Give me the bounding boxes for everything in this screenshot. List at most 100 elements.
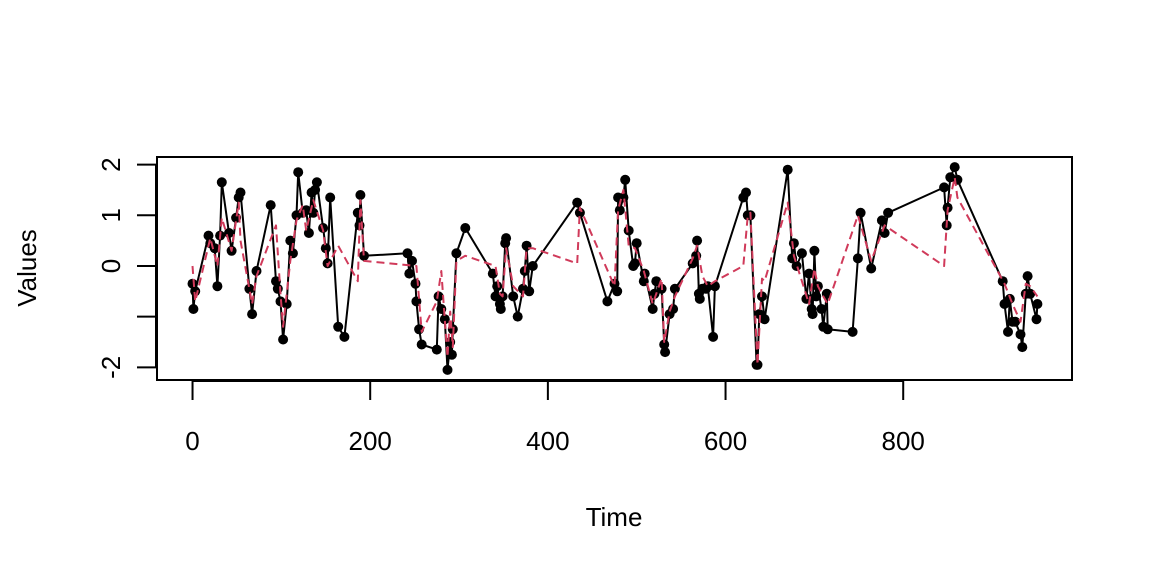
series-1-point bbox=[807, 309, 818, 320]
series-1-point bbox=[855, 207, 866, 218]
series-1-point bbox=[647, 304, 658, 314]
y-tick-label: 1 bbox=[96, 208, 126, 222]
series-1-point bbox=[660, 347, 671, 358]
series-1-point bbox=[310, 184, 321, 195]
y-axis-label: Values bbox=[12, 229, 42, 307]
series-1-point bbox=[649, 288, 660, 299]
series-2 bbox=[191, 176, 1039, 366]
series-1-point bbox=[442, 364, 453, 375]
series-1-point bbox=[629, 258, 640, 269]
series-1-point bbox=[669, 283, 680, 294]
series-1-point bbox=[759, 314, 770, 325]
series-1-point bbox=[788, 238, 799, 249]
series-1-point bbox=[687, 258, 698, 269]
series-1-point bbox=[355, 190, 366, 200]
series-1-point bbox=[446, 349, 457, 360]
series-1-point bbox=[501, 233, 512, 244]
x-tick-label: 800 bbox=[882, 426, 925, 456]
y-tick-label: -2 bbox=[96, 356, 126, 379]
series-1-point bbox=[1017, 342, 1028, 353]
series-1-point bbox=[303, 228, 314, 238]
x-axis-label: Time bbox=[586, 502, 643, 532]
series-1-point bbox=[1025, 288, 1036, 299]
series-1-point bbox=[410, 278, 421, 289]
series-1-point bbox=[512, 311, 523, 322]
series-1 bbox=[187, 162, 1043, 375]
series-1-point bbox=[1015, 329, 1026, 340]
series-1-point bbox=[939, 182, 950, 193]
series-1-point bbox=[852, 253, 863, 264]
series-1-point bbox=[293, 167, 304, 178]
series-1-point bbox=[359, 250, 369, 261]
series-1-point bbox=[212, 281, 223, 292]
x-tick-label: 200 bbox=[349, 426, 392, 456]
series-1-point bbox=[433, 291, 444, 302]
series-1-point bbox=[659, 339, 670, 350]
series-1-point bbox=[1031, 314, 1042, 325]
series-1-point bbox=[949, 162, 960, 173]
series-1-point bbox=[612, 286, 623, 297]
series-1-point bbox=[1032, 299, 1043, 309]
series-1-point bbox=[402, 248, 413, 259]
series-1-point bbox=[876, 215, 887, 226]
series-1-point bbox=[278, 334, 289, 345]
series-1-point bbox=[741, 187, 751, 198]
series-1-point bbox=[325, 192, 336, 203]
series-1-point bbox=[752, 359, 763, 370]
x-tick-label: 400 bbox=[526, 426, 569, 456]
y-tick-label: 0 bbox=[96, 259, 126, 273]
series-1-point bbox=[203, 230, 214, 241]
series-1-point bbox=[804, 268, 814, 279]
series-1-point bbox=[602, 296, 613, 307]
series-1-point bbox=[782, 164, 793, 175]
series-1-point bbox=[847, 326, 858, 337]
series-1-point bbox=[404, 268, 415, 279]
series-2-line bbox=[191, 176, 1039, 366]
series-1-point bbox=[235, 187, 246, 198]
series-1-point bbox=[816, 304, 827, 314]
x-axis: 0 200 400 600 800 bbox=[185, 380, 925, 456]
series-1-point bbox=[339, 331, 350, 342]
series-1-point bbox=[281, 299, 292, 309]
series-1-point bbox=[1003, 326, 1013, 337]
series-1-point bbox=[247, 309, 258, 320]
series-1-point bbox=[1022, 271, 1033, 282]
series-1-point bbox=[866, 263, 877, 274]
series-1-point bbox=[495, 304, 506, 314]
series-1-point bbox=[251, 266, 262, 276]
series-1-point bbox=[811, 291, 822, 302]
x-tick-label: 600 bbox=[704, 426, 747, 456]
series-1-point bbox=[460, 223, 471, 233]
y-axis: -2 0 1 2 bbox=[96, 157, 157, 379]
series-1-point bbox=[692, 235, 703, 246]
series-1-point bbox=[333, 321, 344, 332]
series-1-point bbox=[224, 228, 234, 238]
series-1-point bbox=[574, 207, 585, 218]
series-1-point bbox=[997, 276, 1008, 287]
series-1-point bbox=[416, 339, 427, 350]
y-tick-label: 2 bbox=[96, 157, 126, 171]
series-1-point bbox=[311, 177, 322, 188]
series-1-point bbox=[623, 225, 634, 236]
series-1-point bbox=[879, 228, 890, 238]
series-1-point bbox=[527, 261, 538, 271]
series-1-point bbox=[708, 331, 719, 342]
series-1-point bbox=[694, 293, 705, 304]
series-1-point bbox=[451, 248, 462, 259]
series-1-point bbox=[631, 238, 642, 249]
series-1-point bbox=[188, 304, 199, 314]
series-1-point bbox=[265, 200, 276, 211]
x-tick-label: 0 bbox=[185, 426, 199, 456]
series-1-point bbox=[271, 276, 281, 287]
series-1-point bbox=[320, 243, 331, 254]
series-1-point bbox=[407, 255, 417, 266]
series-1-point bbox=[244, 283, 255, 294]
series-1-point bbox=[809, 245, 820, 256]
series-1-point bbox=[524, 286, 535, 297]
series-1-point bbox=[822, 324, 833, 335]
series-1-point bbox=[1010, 316, 1021, 327]
series-1-point bbox=[216, 177, 227, 188]
series-1-point bbox=[490, 291, 501, 302]
series-1-point bbox=[431, 344, 442, 355]
